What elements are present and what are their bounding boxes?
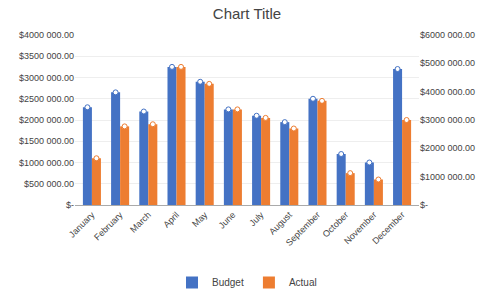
svg-text:$1500 000.00: $1500 000.00: [19, 136, 74, 146]
svg-text:$4000 000.00: $4000 000.00: [19, 30, 74, 40]
svg-text:May: May: [190, 209, 209, 228]
svg-text:$500 000.00: $500 000.00: [24, 179, 74, 189]
svg-text:March: March: [128, 210, 153, 235]
svg-text:January: January: [67, 209, 97, 239]
svg-text:Chart Title: Chart Title: [213, 5, 281, 22]
svg-text:$6000 000.00: $6000 000.00: [420, 30, 475, 40]
svg-text:$3000 000.00: $3000 000.00: [420, 115, 475, 125]
svg-text:Actual: Actual: [289, 277, 317, 288]
svg-text:$2500 000.00: $2500 000.00: [19, 94, 74, 104]
svg-text:$3000 000.00: $3000 000.00: [19, 73, 74, 83]
svg-text:$2000 000.00: $2000 000.00: [420, 143, 475, 153]
svg-text:February: February: [92, 209, 125, 242]
svg-text:$2000 000.00: $2000 000.00: [19, 115, 74, 125]
svg-text:$-: $-: [420, 200, 428, 210]
svg-text:$3500 000.00: $3500 000.00: [19, 51, 74, 61]
svg-text:November: November: [342, 210, 378, 246]
svg-text:September: September: [284, 210, 322, 248]
svg-text:April: April: [161, 210, 181, 230]
svg-text:August: August: [267, 209, 294, 236]
svg-text:June: June: [217, 210, 238, 231]
svg-text:$1000 000.00: $1000 000.00: [420, 172, 475, 182]
svg-text:July: July: [247, 209, 266, 228]
svg-text:$4000 000.00: $4000 000.00: [420, 87, 475, 97]
svg-text:Budget: Budget: [212, 277, 244, 288]
svg-text:$-: $-: [66, 200, 74, 210]
svg-text:December: December: [370, 210, 406, 246]
svg-text:October: October: [321, 210, 351, 240]
svg-text:$5000 000.00: $5000 000.00: [420, 58, 475, 68]
svg-text:$1000 000.00: $1000 000.00: [19, 158, 74, 168]
